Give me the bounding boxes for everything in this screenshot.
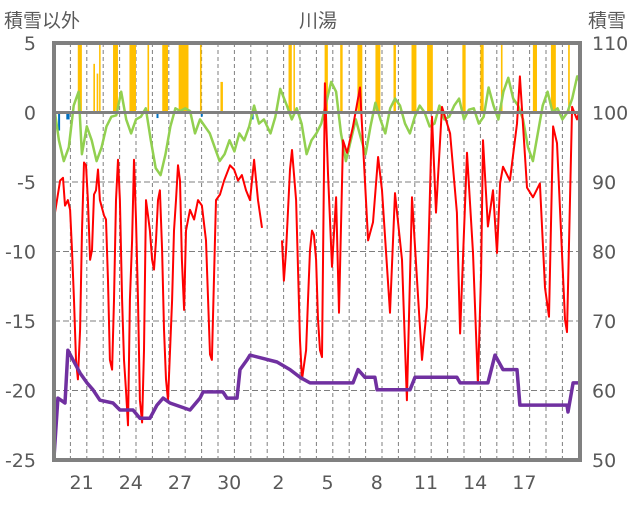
precip-bar xyxy=(411,43,417,113)
plot-frame xyxy=(52,41,582,462)
precip-bar xyxy=(357,43,363,113)
left-tick-label: -10 xyxy=(5,242,36,264)
x-tick-label: 30 xyxy=(217,472,241,494)
right-tick-label: 90 xyxy=(592,172,616,194)
x-tick-label: 17 xyxy=(512,472,536,494)
negative-bar xyxy=(58,112,61,131)
precip-bar xyxy=(375,43,381,113)
right-tick-label: 100 xyxy=(592,103,628,125)
right-tick-label: 60 xyxy=(592,381,616,403)
precip-bar xyxy=(178,43,189,113)
left-tick-label: 0 xyxy=(24,103,36,125)
left-axis-title: 積雪以外 xyxy=(4,10,80,32)
precip-bar xyxy=(93,63,95,113)
precip-bar xyxy=(129,43,136,113)
series-snow_depth-line xyxy=(52,348,580,458)
negative-bar xyxy=(66,112,70,120)
right-tick-label: 70 xyxy=(592,311,616,333)
right-axis-title: 積雪 xyxy=(588,10,626,32)
x-tick-label: 14 xyxy=(463,472,487,494)
precip-bar xyxy=(147,43,150,113)
series-lines xyxy=(52,75,582,458)
left-tick-label: -5 xyxy=(17,172,36,194)
right-tick-label: 80 xyxy=(592,242,616,264)
chart-title: 川湯 xyxy=(299,10,337,32)
negative-bar xyxy=(200,112,203,117)
precip-bar xyxy=(324,43,328,113)
precip-bar xyxy=(77,43,82,113)
precip-bar xyxy=(220,81,223,113)
right-tick-label: 110 xyxy=(592,33,628,55)
precip-bar xyxy=(427,43,433,113)
precip-bar xyxy=(288,43,292,113)
x-tick-label: 24 xyxy=(119,472,143,494)
series-temp-line xyxy=(54,75,581,427)
precip-bar xyxy=(199,43,202,113)
precip-bar xyxy=(340,43,343,113)
precip-bar xyxy=(99,43,101,113)
precip-bar xyxy=(500,43,503,113)
precip-bar xyxy=(113,43,118,113)
negative-bar xyxy=(156,112,159,119)
precip-bar xyxy=(532,43,537,113)
precip-bar xyxy=(462,43,466,113)
left-tick-label: -25 xyxy=(5,450,36,472)
x-tick-label: 5 xyxy=(322,472,334,494)
left-tick-label: -20 xyxy=(5,381,36,403)
axes: -25 -20 -15 -10 -5 0 5 50 60 70 80 90 100 110 21 24 27 30… xyxy=(5,33,628,494)
gridlines xyxy=(54,43,580,460)
x-tick-label: 2 xyxy=(272,472,284,494)
precip-bar xyxy=(550,43,556,113)
series-green-line xyxy=(52,75,582,177)
precip-bar xyxy=(568,43,570,113)
right-tick-label: 50 xyxy=(592,450,616,472)
precip-bar xyxy=(96,73,99,113)
left-tick-label: 5 xyxy=(24,33,36,55)
x-tick-label: 8 xyxy=(371,472,383,494)
bars xyxy=(58,43,570,131)
precip-bar xyxy=(393,43,396,113)
x-tick-label: 11 xyxy=(414,472,438,494)
precip-bar xyxy=(293,43,295,113)
x-tick-label: 27 xyxy=(168,472,192,494)
x-tick-label: 21 xyxy=(70,472,94,494)
precip-bar xyxy=(162,43,168,113)
left-tick-label: -15 xyxy=(5,311,36,333)
precip-bar xyxy=(480,43,484,113)
